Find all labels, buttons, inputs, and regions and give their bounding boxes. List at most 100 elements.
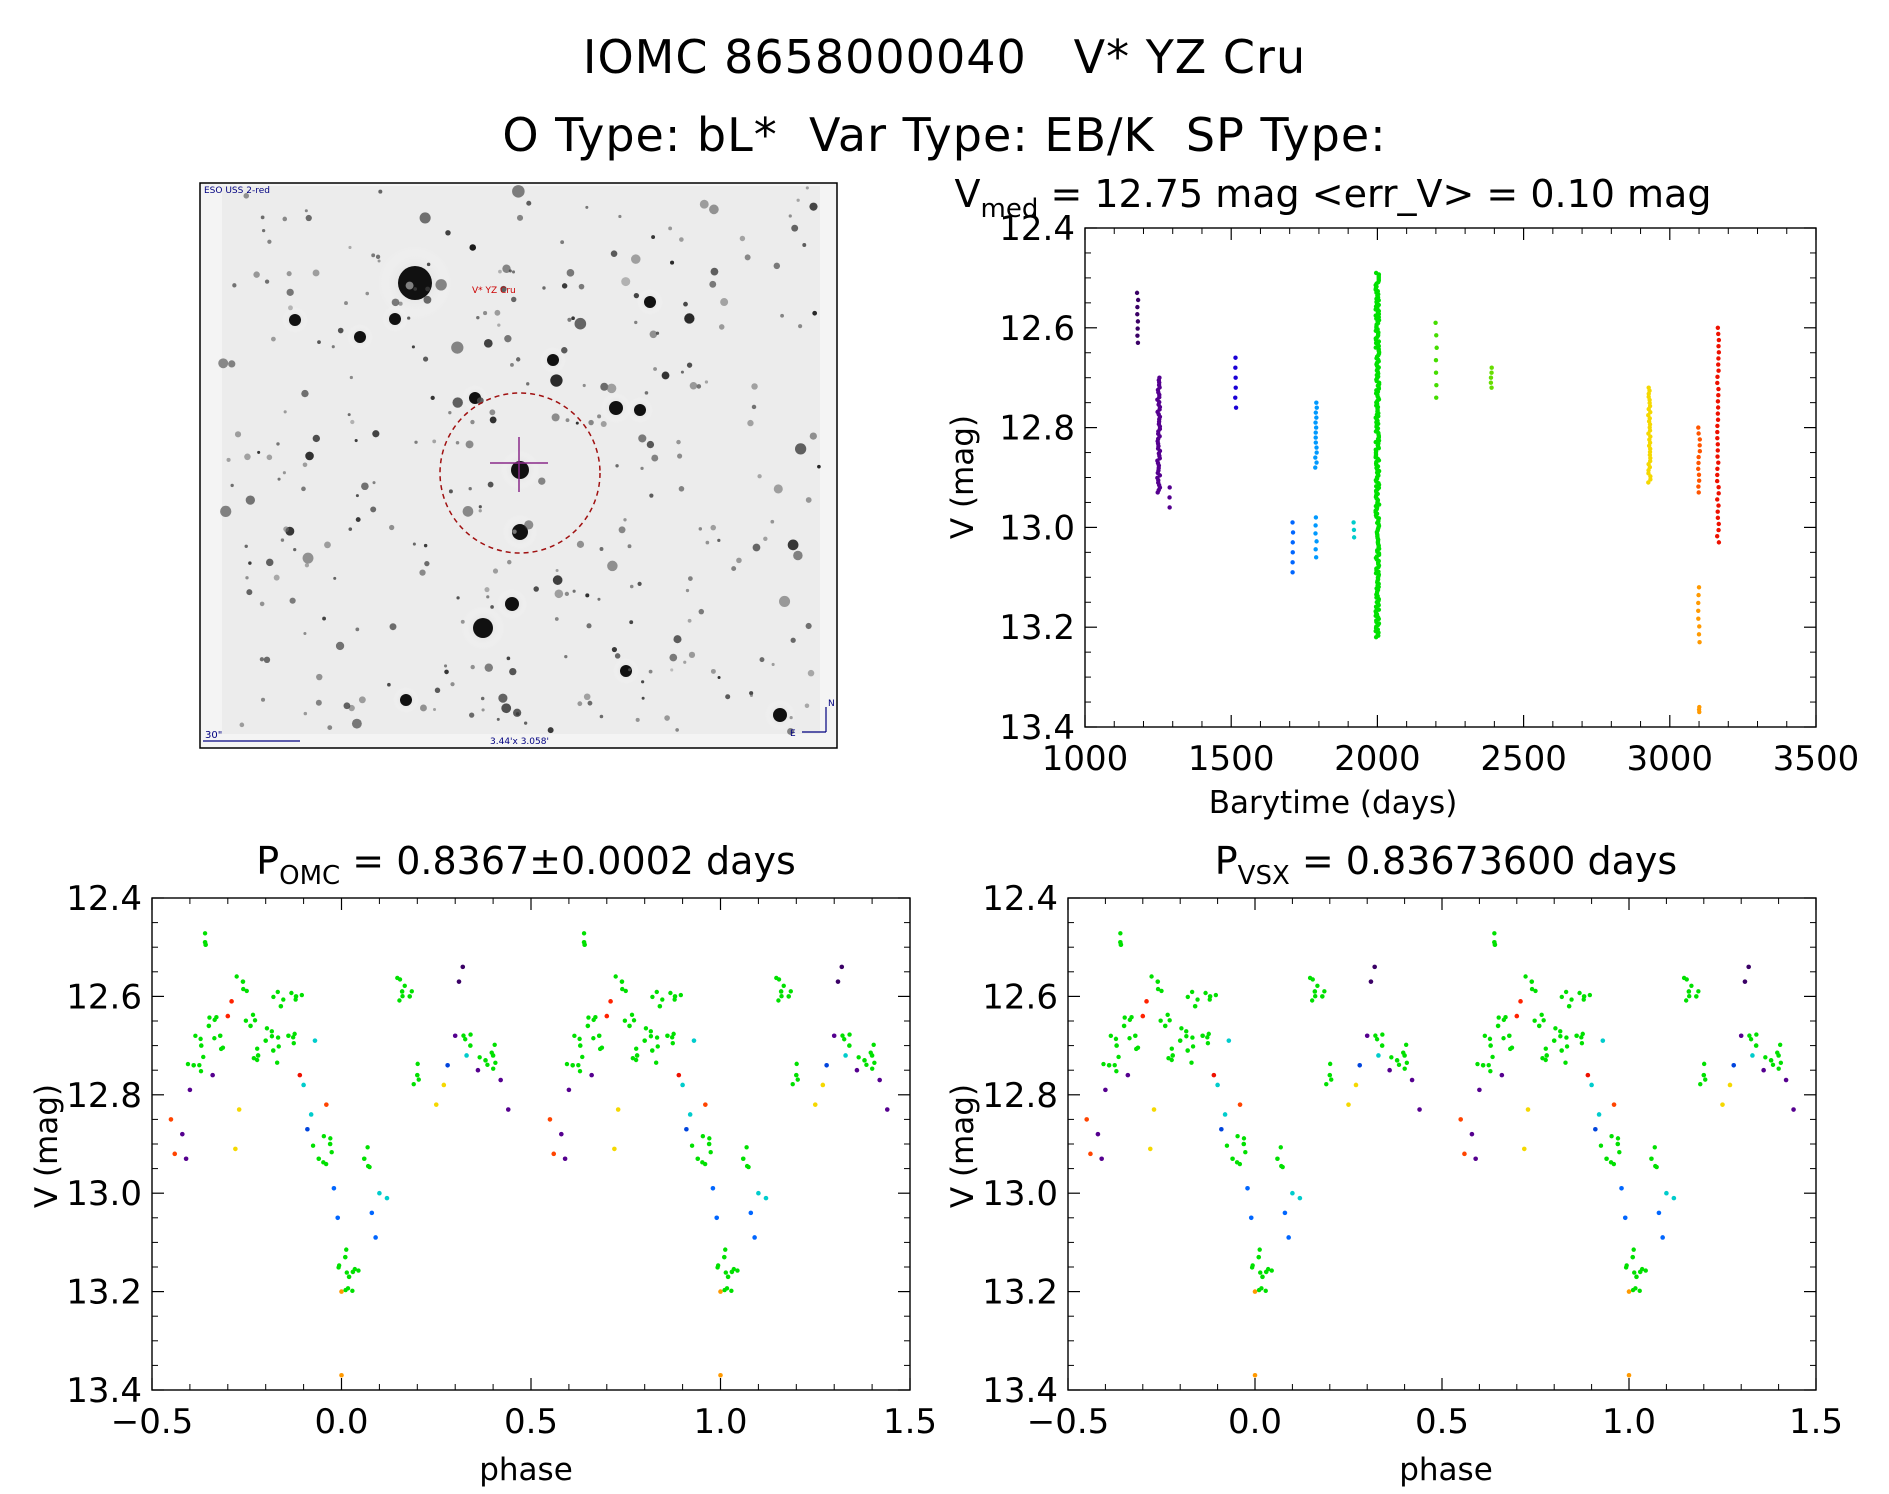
star — [618, 214, 622, 219]
star — [796, 198, 800, 202]
phase-omc-point — [763, 1195, 769, 1201]
lightcurve-point — [1489, 370, 1494, 375]
star — [554, 589, 564, 599]
star — [649, 493, 654, 498]
star — [668, 226, 673, 231]
phase-omc-point — [321, 1133, 327, 1139]
star — [698, 608, 705, 615]
star — [551, 413, 560, 422]
phase-vsx-point — [1540, 1056, 1545, 1061]
star — [433, 708, 437, 712]
lightcurve-point — [1233, 405, 1239, 410]
star — [788, 214, 792, 218]
phase-omc-point — [252, 1018, 258, 1023]
phase-omc-point — [642, 1038, 647, 1043]
phase-vsx-point — [1269, 1268, 1274, 1273]
star — [678, 486, 685, 492]
phase-vsx-point — [1720, 1102, 1725, 1107]
star — [542, 286, 546, 290]
star — [718, 324, 725, 330]
lightcurve-ytick-label: 13.4 — [999, 708, 1075, 748]
phase-omc-point — [456, 979, 462, 984]
star — [614, 653, 621, 659]
phase-omc-point — [847, 1032, 852, 1037]
phase-vsx-point — [1738, 1033, 1744, 1039]
phase-omc-point — [251, 1056, 257, 1061]
phase-vsx-point — [1630, 1254, 1636, 1260]
phase-omc-point — [779, 994, 784, 999]
lightcurve-point — [1313, 420, 1318, 425]
star — [355, 517, 361, 523]
star — [389, 623, 397, 631]
phase-omc-point — [198, 1043, 204, 1048]
lightcurve-xtick-label: 2000 — [1334, 739, 1421, 779]
star — [669, 653, 678, 662]
lightcurve-point — [1716, 393, 1721, 398]
phase-omc-point — [210, 1072, 215, 1078]
star — [807, 669, 815, 677]
phase-omc-point — [576, 1062, 581, 1068]
phase-omc-point — [870, 1066, 875, 1071]
phase-omc-point — [795, 1077, 800, 1082]
phase-vsx-point — [1499, 1072, 1505, 1078]
phase-omc-point — [293, 997, 298, 1002]
phase-vsx-point — [1683, 998, 1689, 1003]
star — [523, 721, 528, 725]
phase-vsx-point — [1257, 1247, 1262, 1252]
phase-vsx-point — [1701, 1072, 1707, 1078]
star — [640, 466, 644, 471]
lightcurve-point — [1433, 320, 1438, 326]
star — [283, 526, 289, 532]
star — [576, 540, 585, 548]
lightcurve-point — [1646, 468, 1651, 473]
phase-vsx-ytick-label: 13.4 — [982, 1371, 1058, 1411]
lightcurve-point — [1167, 485, 1172, 490]
phase-vsx-point — [1458, 1117, 1463, 1122]
phase-omc-point — [250, 1012, 256, 1018]
star — [302, 552, 314, 564]
phase-omc-point — [820, 1082, 826, 1088]
phase-vsx-point — [1686, 989, 1692, 994]
star — [389, 313, 401, 325]
star — [505, 597, 519, 611]
phase-omc-point — [402, 983, 407, 989]
phase-omc-point — [678, 992, 684, 998]
star — [419, 212, 431, 224]
phase-vsx-point — [1235, 1133, 1240, 1139]
lightcurve-point — [1351, 527, 1357, 533]
star — [791, 224, 799, 232]
star — [597, 597, 601, 601]
phase-omc-point — [305, 1126, 310, 1132]
star — [302, 462, 308, 468]
lightcurve-point — [1488, 375, 1494, 380]
phase-omc-point — [577, 1068, 583, 1074]
phase-vsx-point — [1249, 1265, 1255, 1270]
star — [561, 347, 568, 354]
star — [248, 561, 252, 565]
phase-vsx-point — [1114, 1043, 1119, 1048]
star — [377, 259, 381, 263]
phase-vsx-point — [1563, 1060, 1568, 1065]
phase-omc-point — [649, 1048, 655, 1053]
phase-omc-point — [180, 1131, 185, 1137]
phase-omc-ytick-label: 13.4 — [66, 1371, 142, 1411]
star — [759, 657, 765, 663]
lightcurve-point — [1167, 505, 1172, 510]
phase-omc-point — [276, 1044, 281, 1049]
phase-omc-point — [346, 1274, 352, 1280]
phase-omc-point — [707, 1136, 712, 1141]
star — [276, 442, 280, 446]
star — [398, 266, 432, 300]
phase-omc-point — [452, 1033, 458, 1039]
phase-omc-point — [547, 1117, 553, 1122]
phase-vsx-point — [1151, 1107, 1157, 1112]
phase-vsx-point — [1639, 1266, 1645, 1272]
phase-vsx-point — [1166, 1056, 1171, 1061]
lightcurve-point — [1715, 466, 1720, 472]
phase-omc-point — [718, 1289, 723, 1294]
star — [470, 664, 475, 670]
phase-omc-point — [599, 1045, 605, 1050]
star — [282, 471, 286, 475]
star — [372, 430, 380, 438]
star — [582, 383, 586, 388]
